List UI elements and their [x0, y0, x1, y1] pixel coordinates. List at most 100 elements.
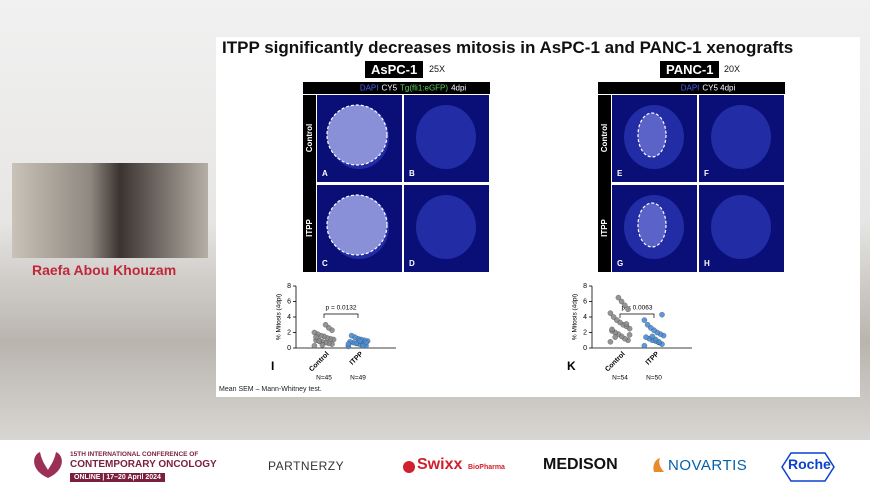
data-point: [610, 314, 617, 320]
stain-bar: [598, 82, 785, 94]
sponsor-logo: MEDISON: [543, 456, 618, 473]
y-tick-label: 4: [287, 314, 291, 321]
y-tick-label: 8: [287, 283, 291, 290]
stain-label: DAPI CY5 4dpi: [681, 84, 736, 93]
stain-part: Tg(fli1:eGFP): [400, 84, 448, 93]
roche-frame: [781, 452, 835, 482]
data-point: [311, 342, 318, 349]
data-point: [625, 306, 631, 312]
speaker-name: Raefa Abou Khouzam: [32, 262, 177, 278]
y-tick-label: 0: [287, 345, 291, 352]
panel-letter: E: [617, 169, 623, 178]
x-tick-label: ITPP: [349, 351, 365, 367]
slide-title: ITPP significantly decreases mitosis in …: [222, 38, 794, 57]
y-tick-label: 6: [287, 298, 291, 305]
n-label: N=45: [316, 375, 332, 382]
panel-letter: A: [322, 169, 328, 178]
data-point: [609, 326, 615, 333]
conference-text: ONLINE | 17–20 April 2024: [70, 473, 165, 482]
tissue: [416, 195, 476, 259]
tissue: [711, 195, 771, 259]
magnification: 20X: [724, 64, 741, 74]
data-point: [643, 334, 649, 340]
stain-part: DAPI: [681, 84, 700, 93]
x-tick-label: Control: [308, 351, 331, 374]
panel-letter: B: [409, 169, 415, 178]
data-point: [641, 342, 648, 349]
tissue: [416, 105, 476, 169]
y-tick-label: 0: [583, 345, 587, 352]
sponsor-logo: NOVARTIS: [668, 457, 748, 474]
y-axis-label: % Mitosis (4dpi): [276, 294, 283, 340]
data-point: [618, 298, 625, 305]
magnification: 25X: [429, 64, 446, 74]
data-point: [345, 341, 352, 347]
row-strip: [598, 95, 611, 272]
data-point: [607, 310, 614, 316]
panel-letter: G: [617, 259, 623, 268]
x-tick-label: Control: [604, 351, 627, 374]
y-tick-label: 8: [583, 283, 587, 290]
sponsor-logo: Swixx: [417, 456, 463, 473]
outline: [637, 112, 667, 158]
y-axis-label: % Mitosis (4dpi): [572, 294, 579, 340]
data-point: [649, 333, 656, 340]
panel-letter: F: [704, 169, 709, 178]
data-point: [622, 302, 628, 309]
row-label: ITPP: [600, 218, 609, 236]
data-point: [659, 311, 665, 318]
footnote: Mean SEM – Mann-Whitney test.: [219, 386, 322, 393]
stain-part: DAPI: [360, 84, 379, 93]
panel-letter: I: [271, 359, 274, 373]
outline: [326, 194, 388, 256]
panel-letter: D: [409, 259, 415, 268]
data-point: [348, 332, 355, 339]
sponsor-logo: Roche: [788, 456, 831, 472]
stain-label: DAPI CY5 Tg(fli1:eGFP) 4dpi: [360, 84, 467, 93]
data-point: [615, 294, 622, 301]
data-point: [623, 321, 630, 327]
panel-letter: H: [704, 259, 710, 268]
data-point: [322, 321, 329, 328]
stain-part: CY5: [381, 84, 397, 93]
y-tick-label: 4: [583, 314, 587, 321]
p-value: p = 0.0063: [622, 305, 653, 312]
data-point: [313, 334, 319, 340]
n-label: N=54: [612, 375, 628, 382]
stain-bar: [303, 82, 490, 94]
data-point: [607, 339, 614, 345]
data-point: [316, 338, 322, 344]
cell-line-label: AsPC-1: [365, 61, 424, 78]
panel-letter: K: [567, 359, 576, 373]
data-point: [626, 332, 633, 338]
speaker-video: [12, 163, 208, 258]
data-point: [353, 340, 360, 347]
panel-letter: C: [322, 259, 328, 268]
conference-logo: [34, 452, 62, 478]
y-tick-label: 6: [583, 298, 587, 305]
sponsor-logo: BioPharma: [468, 464, 505, 471]
stain-part: CY5 4dpi: [702, 84, 735, 93]
data-point: [311, 329, 318, 336]
conference-text: CONTEMPORARY ONCOLOGY: [70, 459, 217, 470]
data-point: [641, 317, 648, 323]
row-label: Control: [305, 124, 314, 152]
x-tick-label: ITPP: [645, 351, 661, 367]
row-strip: [303, 95, 316, 272]
conference-text: 15TH INTERNATIONAL CONFERENCE OF: [70, 451, 199, 458]
novartis-mark: [653, 458, 664, 472]
data-point: [319, 342, 326, 348]
y-tick-label: 2: [583, 329, 587, 336]
n-label: N=50: [646, 375, 662, 382]
significance-bracket: [323, 313, 359, 318]
row-label: Control: [600, 124, 609, 152]
y-tick-label: 2: [287, 329, 291, 336]
p-value: p = 0.0132: [326, 305, 357, 312]
row-label: ITPP: [305, 218, 314, 236]
data-point: [612, 334, 618, 340]
data-point: [644, 321, 651, 328]
cell-line-label: PANC-1: [660, 61, 720, 78]
outline: [326, 104, 388, 166]
